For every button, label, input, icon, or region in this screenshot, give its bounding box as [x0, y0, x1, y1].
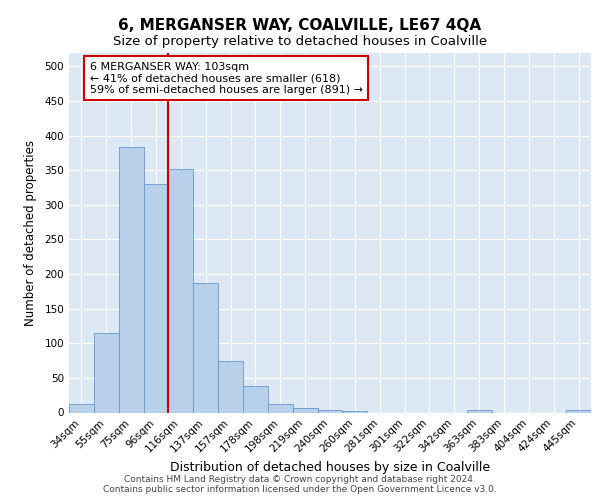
Text: 6 MERGANSER WAY: 103sqm
← 41% of detached houses are smaller (618)
59% of semi-d: 6 MERGANSER WAY: 103sqm ← 41% of detache… [90, 62, 363, 94]
Bar [467, 410, 491, 412]
Y-axis label: Number of detached properties: Number of detached properties [25, 140, 37, 326]
Bar [268, 404, 293, 412]
Bar [169, 169, 193, 412]
Bar [218, 360, 243, 412]
Bar [243, 386, 268, 412]
Bar [566, 410, 591, 412]
Bar [317, 410, 343, 412]
Text: Size of property relative to detached houses in Coalville: Size of property relative to detached ho… [113, 35, 487, 48]
Bar [119, 148, 143, 412]
Bar [69, 404, 94, 412]
Text: Contains HM Land Registry data © Crown copyright and database right 2024.
Contai: Contains HM Land Registry data © Crown c… [103, 474, 497, 494]
Text: 6, MERGANSER WAY, COALVILLE, LE67 4QA: 6, MERGANSER WAY, COALVILLE, LE67 4QA [118, 18, 482, 32]
Bar [193, 283, 218, 412]
X-axis label: Distribution of detached houses by size in Coalville: Distribution of detached houses by size … [170, 461, 490, 474]
Bar [343, 411, 367, 412]
Bar [293, 408, 317, 412]
Bar [94, 333, 119, 412]
Bar [143, 184, 169, 412]
